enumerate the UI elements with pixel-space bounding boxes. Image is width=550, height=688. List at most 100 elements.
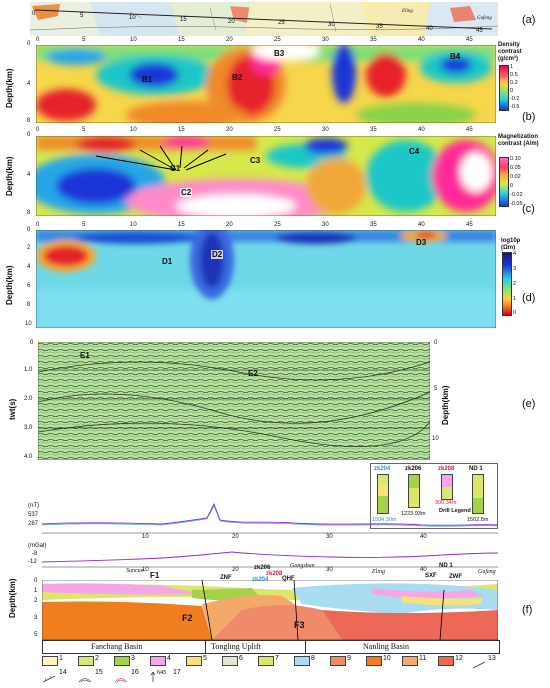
label-e2: E2: [248, 369, 258, 378]
c-ytick: 0: [27, 132, 31, 138]
d-cb-tick: 0: [513, 310, 517, 316]
legend-swatch-15: [78, 670, 92, 683]
c-cb-tick: 0.05: [510, 165, 521, 171]
legend-17-text: N45: [157, 670, 167, 676]
c-xtick: 10: [130, 127, 137, 133]
c-xtick: 45: [466, 127, 473, 133]
mag-label: (nT): [28, 503, 39, 509]
resistivity-section: D1 D2 D3: [35, 229, 497, 329]
c-ytick: 8: [27, 210, 31, 216]
drill-depth-nd1: 1502.8m: [467, 517, 489, 523]
legend-swatch-12: [438, 656, 454, 666]
d-ytick: 4: [27, 264, 31, 270]
f-xtick: 30: [326, 567, 333, 573]
cross-section-drawing: [41, 579, 499, 641]
label-b3: B3: [274, 49, 285, 58]
b-cb-tick: -0.2: [510, 96, 520, 102]
map-tick: 35: [376, 24, 383, 30]
b-xtick: 30: [322, 37, 329, 43]
label-e1: E1: [80, 351, 90, 360]
map-tick: 45: [476, 28, 483, 34]
b-cb-tick: -0.5: [510, 104, 520, 110]
panel-letter-c: (c): [522, 203, 535, 215]
c-xtick: 0: [36, 127, 40, 133]
fault-qhf: QHF: [282, 576, 295, 582]
map-tick: 15: [180, 17, 187, 23]
magnetic-profile: [41, 500, 499, 534]
e-ytick-right: 5: [434, 386, 438, 392]
f-ytick: 3: [34, 615, 38, 621]
d-colorbar-title: log10ρ (Ωm): [501, 238, 521, 251]
b-colorbar: [499, 65, 509, 111]
e-ytick: 4.0: [24, 454, 33, 460]
f-xtick: 20: [232, 534, 239, 540]
d-cb-tick: 1: [513, 296, 517, 302]
legend-num: 13: [488, 655, 496, 662]
basin-tongling: Tongling Uplift: [211, 642, 261, 651]
gravity-profile-curve: [41, 551, 499, 568]
legend-num: 6: [239, 655, 243, 662]
legend-swatch-10: [366, 656, 382, 666]
drill-column-zk208: [441, 474, 453, 500]
legend-swatch-17: N45: [150, 669, 172, 682]
legend-num: 1: [59, 655, 63, 662]
label-c2: C2: [180, 188, 193, 197]
c-cb-tick: 0.10: [510, 156, 521, 162]
legend-num: 7: [275, 655, 279, 662]
well-nd1: ND 1: [439, 563, 453, 569]
d-xtick: 45: [466, 222, 473, 228]
e-ylabel: twt(s): [8, 398, 17, 420]
label-c1: C1: [170, 164, 181, 173]
density-contour-map: [35, 44, 497, 124]
drill-depth-zk206: 1223.93m: [401, 511, 426, 517]
d-xtick: 15: [178, 222, 185, 228]
c-cb-tick: -0.05: [510, 201, 523, 207]
b-xtick: 5: [82, 37, 86, 43]
b-ytick: 8: [27, 118, 31, 124]
place-gufeng: Gufeng: [478, 569, 496, 575]
f-ytick: 5: [34, 632, 38, 638]
label-c3: C3: [250, 156, 261, 165]
seismic-reflection-image: [37, 341, 431, 461]
legend-swatch-13: [472, 656, 486, 669]
label-f1: F1: [150, 571, 160, 580]
b-xtick: 10: [130, 37, 137, 43]
d-ytick: 0: [27, 227, 31, 233]
d-xtick: 25: [274, 222, 281, 228]
label-d1: D1: [162, 257, 173, 266]
map-tick: 5: [80, 13, 84, 19]
place-suncun: Suncun: [126, 568, 144, 574]
legend-swatch-5: [186, 656, 202, 666]
legend-num: 4: [167, 655, 171, 662]
drill-name-nd1: ND 1: [469, 466, 483, 472]
label-b1: B1: [142, 75, 153, 84]
b-xtick: 20: [226, 37, 233, 43]
b-xtick: 35: [370, 37, 377, 43]
grav-label: (mGal): [28, 543, 47, 549]
b-xtick: 45: [466, 37, 473, 43]
c-xtick: 25: [274, 127, 281, 133]
b-ytick: 4: [27, 81, 31, 87]
resistivity-map: [35, 229, 497, 329]
d-xtick: 5: [82, 222, 86, 228]
legend-num: 11: [419, 655, 427, 662]
legend-swatch-8: [294, 656, 310, 666]
basin-divider: [305, 641, 306, 653]
place-eling: Eling: [372, 569, 385, 575]
d-xtick: 10: [130, 222, 137, 228]
c-ylabel: Depth(km): [5, 156, 14, 196]
d-ytick: 6: [27, 283, 31, 289]
well-zk208: zk208: [266, 571, 283, 577]
magnetization-contour-map: [35, 135, 497, 217]
c-cb-tick: -0.02: [510, 192, 523, 198]
c-cb-tick: 0.02: [510, 174, 521, 180]
map-tick: 20: [228, 19, 235, 25]
c-xtick: 20: [226, 127, 233, 133]
c-cb-tick: 0: [510, 183, 514, 189]
f-xtick: 40: [420, 534, 427, 540]
panel-letter-f: (f): [522, 604, 533, 616]
mag-tick: 287: [28, 521, 39, 527]
drill-legend-title: Drill Legend: [439, 508, 471, 514]
panel-letter-a: (a): [522, 14, 536, 26]
d-xtick: 0: [36, 222, 40, 228]
